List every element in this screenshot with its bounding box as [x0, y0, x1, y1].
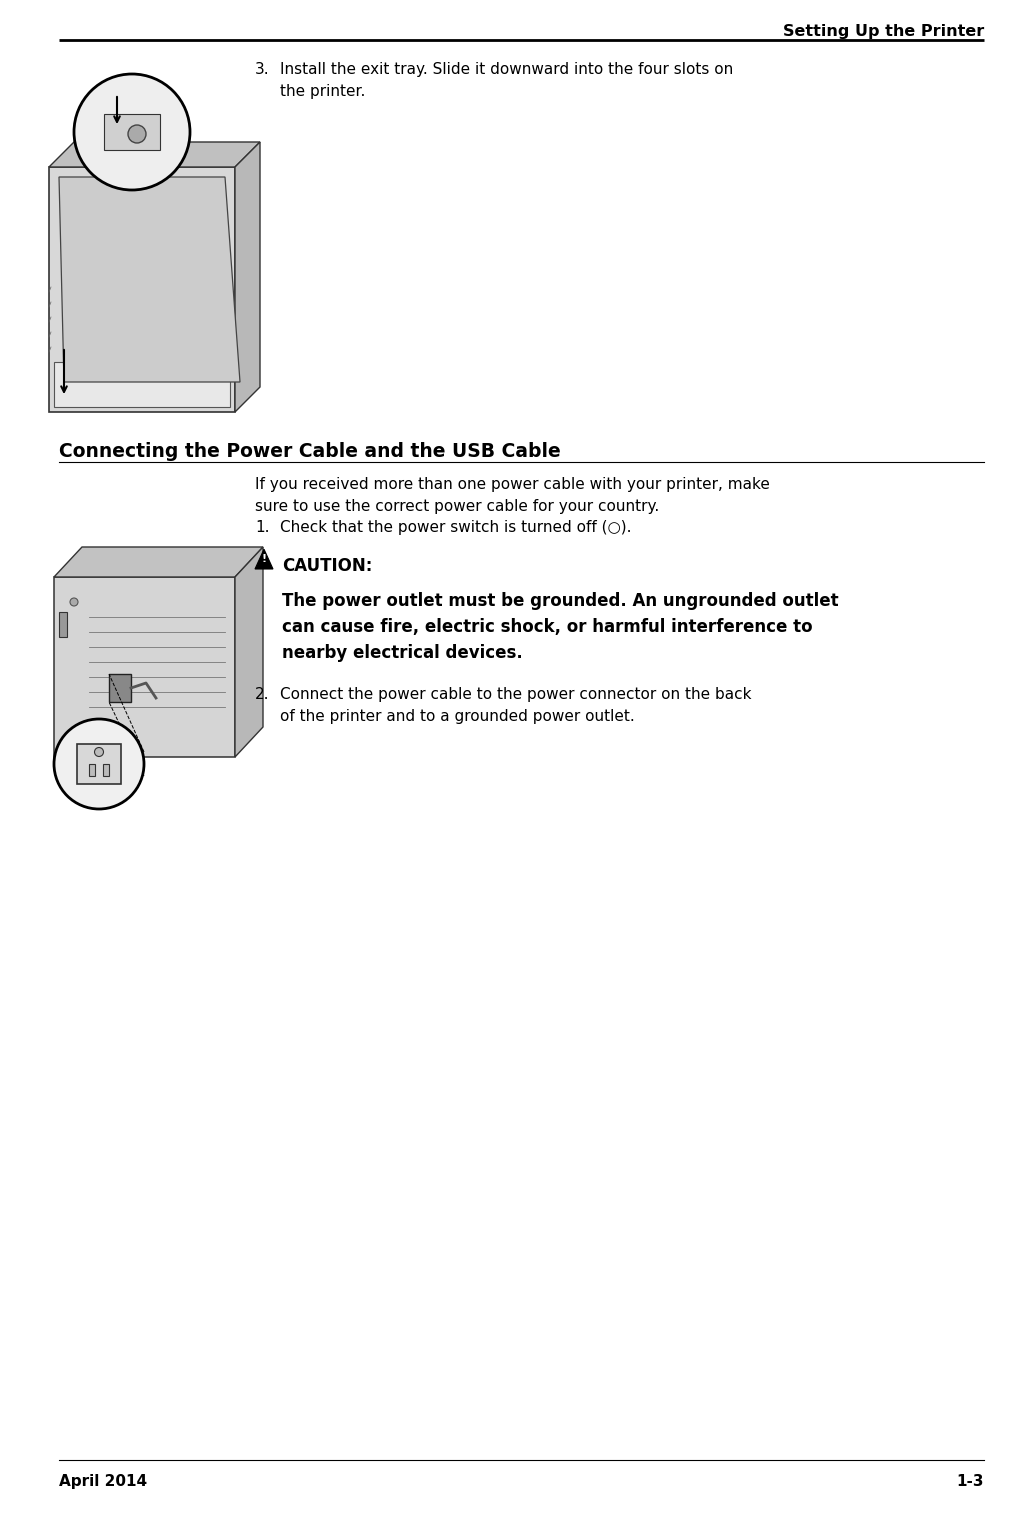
Polygon shape	[235, 546, 263, 756]
Polygon shape	[49, 142, 260, 167]
Circle shape	[128, 125, 146, 143]
Text: The power outlet must be grounded. An ungrounded outlet: The power outlet must be grounded. An un…	[282, 592, 839, 610]
Polygon shape	[59, 177, 240, 382]
Text: sure to use the correct power cable for your country.: sure to use the correct power cable for …	[255, 499, 659, 514]
Text: can cause fire, electric shock, or harmful interference to: can cause fire, electric shock, or harmf…	[282, 618, 812, 636]
Circle shape	[54, 718, 144, 810]
Circle shape	[74, 75, 190, 190]
Text: the printer.: the printer.	[280, 84, 366, 99]
Text: 2.: 2.	[255, 686, 269, 702]
Text: 1-3: 1-3	[957, 1473, 984, 1489]
Text: Connect the power cable to the power connector on the back: Connect the power cable to the power con…	[280, 686, 751, 702]
Text: nearby electrical devices.: nearby electrical devices.	[282, 644, 523, 662]
Text: !: !	[262, 554, 267, 565]
Polygon shape	[54, 577, 235, 756]
Text: of the printer and to a grounded power outlet.: of the printer and to a grounded power o…	[280, 709, 635, 724]
FancyBboxPatch shape	[104, 114, 160, 151]
FancyBboxPatch shape	[77, 744, 121, 784]
Polygon shape	[54, 546, 263, 577]
FancyBboxPatch shape	[89, 764, 95, 776]
Text: Check that the power switch is turned off (○).: Check that the power switch is turned of…	[280, 521, 632, 536]
Text: 1.: 1.	[255, 521, 269, 536]
Polygon shape	[255, 549, 273, 569]
Text: Install the exit tray. Slide it downward into the four slots on: Install the exit tray. Slide it downward…	[280, 62, 734, 78]
Polygon shape	[235, 142, 260, 412]
FancyBboxPatch shape	[109, 674, 131, 702]
Polygon shape	[54, 362, 230, 406]
FancyBboxPatch shape	[59, 612, 67, 638]
Text: Connecting the Power Cable and the USB Cable: Connecting the Power Cable and the USB C…	[59, 441, 560, 461]
Circle shape	[95, 747, 104, 756]
Text: 3.: 3.	[255, 62, 270, 78]
Text: CAUTION:: CAUTION:	[282, 557, 372, 575]
Polygon shape	[49, 167, 235, 412]
Text: If you received more than one power cable with your printer, make: If you received more than one power cabl…	[255, 476, 770, 492]
Text: Setting Up the Printer: Setting Up the Printer	[783, 24, 984, 40]
FancyBboxPatch shape	[103, 764, 109, 776]
Circle shape	[70, 598, 78, 606]
Text: April 2014: April 2014	[59, 1473, 147, 1489]
